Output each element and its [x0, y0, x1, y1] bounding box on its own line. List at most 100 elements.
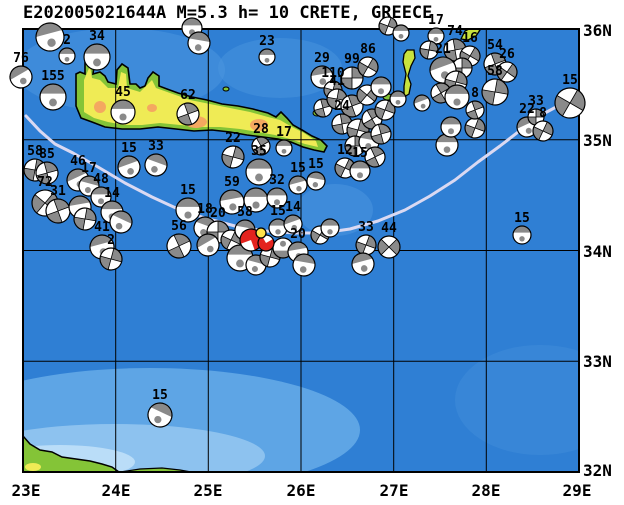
depth-label: 46 — [70, 154, 86, 169]
crete-topography-high — [250, 119, 268, 131]
depth-label: 35 — [251, 144, 267, 159]
depth-label: 74 — [447, 24, 463, 39]
lon-label: 23E — [12, 481, 41, 500]
focal-mechanism — [554, 87, 586, 119]
depth-label: 85 — [39, 147, 55, 162]
focal-mechanism — [243, 187, 269, 213]
depth-label: 28 — [253, 122, 269, 137]
focal-mechanism — [283, 214, 303, 234]
depth-label: 15 — [121, 141, 137, 156]
focal-mechanism — [221, 145, 245, 169]
focal-mechanism — [532, 120, 554, 142]
depth-label: 15 — [152, 388, 168, 403]
depth-label: 48 — [93, 172, 109, 187]
focal-mechanism — [187, 31, 211, 55]
epicenter-group — [239, 227, 275, 252]
depth-label: 76 — [13, 51, 29, 66]
depth-label: 54 — [487, 38, 503, 53]
depth-label: 16 — [462, 31, 478, 46]
depth-label: 21 — [435, 42, 451, 57]
depth-label: 17 — [276, 125, 292, 140]
focal-mechanism — [427, 27, 445, 45]
focal-mechanism — [219, 189, 245, 215]
depth-label: 2 — [107, 233, 115, 248]
focal-mechanism — [389, 90, 407, 108]
focal-mechanism — [349, 160, 371, 182]
depth-label: 45 — [115, 85, 131, 100]
focal-mechanism — [258, 48, 276, 66]
depth-label: 58 — [27, 144, 43, 159]
depth-label: 20 — [210, 206, 226, 221]
depth-label: 26 — [499, 47, 515, 62]
depth-label: 33 — [148, 139, 164, 154]
depth-label: 14 — [104, 186, 120, 201]
focal-mechanism — [292, 253, 316, 277]
focal-mechanism — [109, 210, 133, 234]
depth-label: 59 — [224, 175, 240, 190]
map-frame — [22, 28, 580, 473]
lon-label: 26E — [287, 481, 316, 500]
focal-mechanism — [268, 218, 288, 238]
focal-mechanism — [465, 100, 485, 120]
africa-coast — [23, 434, 121, 472]
depth-label: 155 — [41, 69, 64, 84]
lon-label: 25E — [194, 481, 223, 500]
focal-mechanism — [45, 198, 71, 224]
focal-mechanism — [35, 22, 65, 52]
depth-label: 22 — [519, 102, 535, 117]
focal-mechanism — [73, 207, 97, 231]
depth-label: 72 — [37, 175, 53, 190]
depth-label: 99 — [344, 52, 360, 67]
focal-mechanism — [144, 153, 168, 177]
focal-mechanism — [444, 84, 470, 110]
depth-label: 17 — [81, 161, 97, 176]
focal-mechanism — [99, 247, 123, 271]
focal-mechanism — [435, 133, 459, 157]
focal-mechanisms — [9, 16, 586, 428]
depth-label: 86 — [360, 42, 376, 57]
focal-mechanism — [83, 43, 111, 71]
depth-label: 33 — [528, 94, 544, 109]
depth-label: 15 — [514, 211, 530, 226]
focal-mechanism — [364, 146, 386, 168]
africa-topography — [25, 463, 41, 471]
focal-mechanism — [464, 117, 486, 139]
depth-label: 15 — [290, 161, 306, 176]
plot-title: E202005021644A M=5.3 h= 10 CRETE, GREECE — [23, 3, 433, 23]
depth-label: 12 — [337, 143, 353, 158]
focal-mechanism — [357, 56, 379, 78]
depth-label: 2 — [63, 33, 71, 48]
crete-topography-high — [94, 101, 106, 113]
focal-mechanism — [355, 234, 377, 256]
depth-label: 15 — [270, 204, 286, 219]
island — [222, 86, 230, 92]
lon-label: 29E — [563, 481, 592, 500]
focal-mechanism — [481, 78, 509, 106]
depth-label: 58 — [237, 205, 253, 220]
depth-label: 44 — [381, 221, 397, 236]
focal-mechanism — [374, 99, 396, 121]
focal-mechanism — [266, 187, 288, 209]
depth-label: 62 — [180, 88, 196, 103]
focal-mechanism — [110, 99, 136, 125]
sea-shading — [218, 38, 342, 98]
focal-mechanism — [251, 136, 271, 156]
focal-mechanism — [326, 88, 348, 110]
focal-mechanism — [117, 155, 141, 179]
depth-label: 23 — [259, 34, 275, 49]
focal-mechanism — [288, 175, 308, 195]
focal-mechanism — [39, 83, 67, 111]
focal-mechanism — [175, 197, 201, 223]
depth-label: 33 — [358, 220, 374, 235]
focal-mechanism — [370, 123, 392, 145]
focal-mechanism — [176, 102, 200, 126]
depth-label: 29 — [314, 51, 330, 66]
depth-label: 22 — [225, 131, 241, 146]
depth-label: 20 — [290, 227, 306, 242]
crete-topography-high — [147, 104, 157, 112]
focal-mechanism — [377, 235, 401, 259]
depth-label: 110 — [321, 66, 345, 81]
